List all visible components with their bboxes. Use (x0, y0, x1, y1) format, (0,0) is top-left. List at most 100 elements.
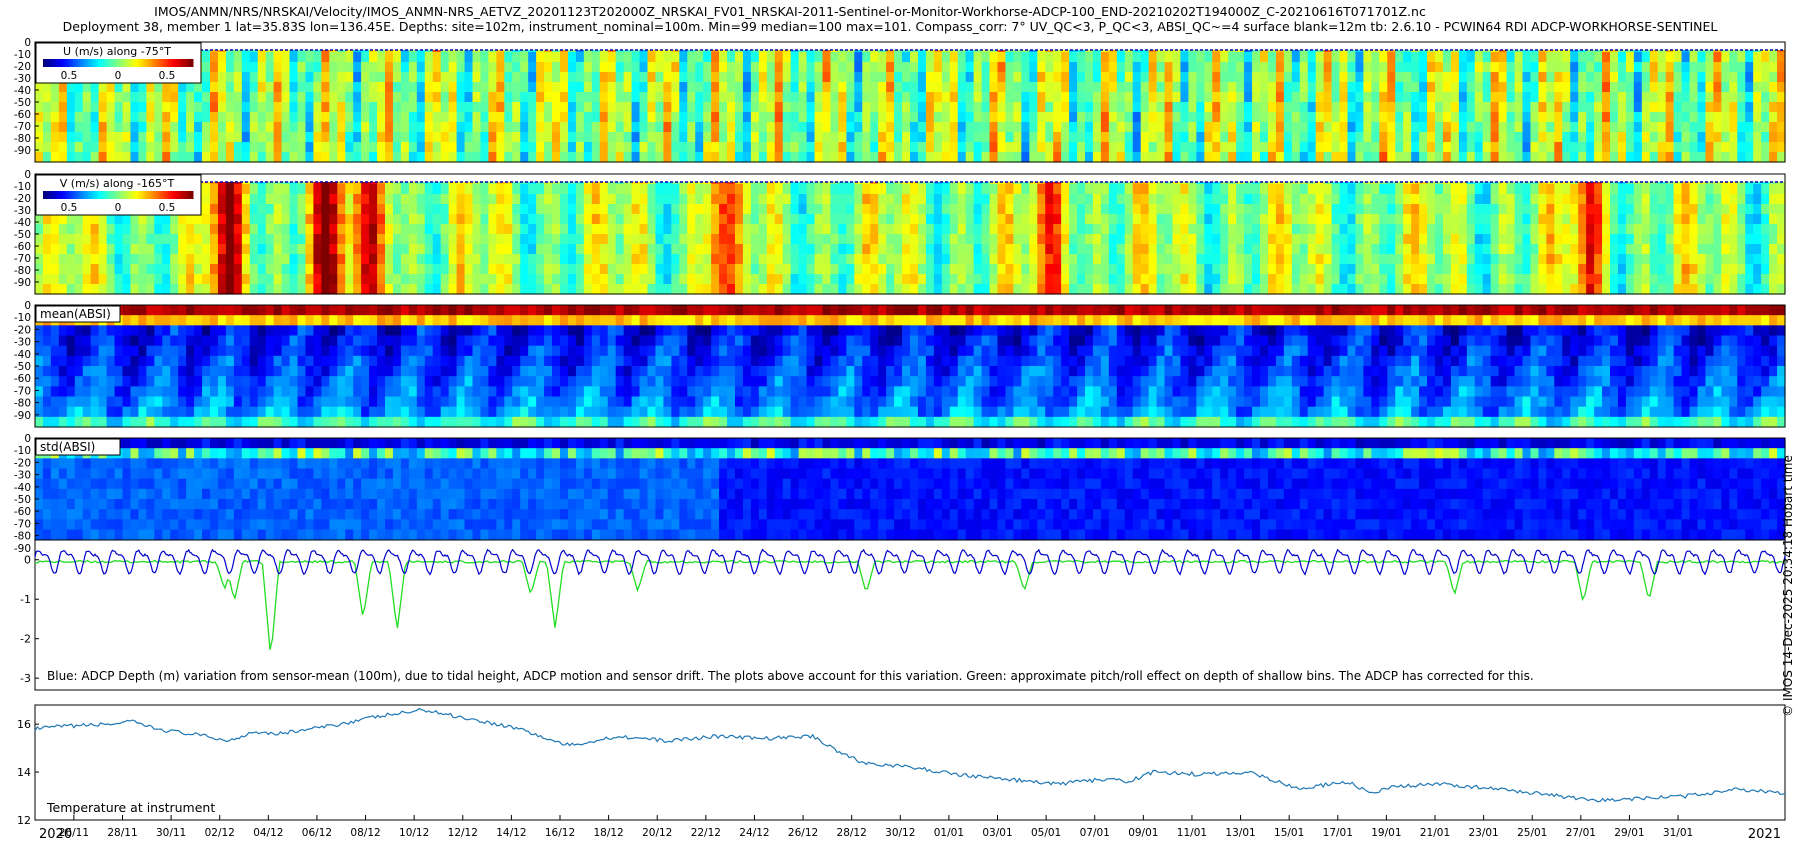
heatmap-cell (313, 184, 322, 195)
heatmap-cell (1140, 224, 1150, 235)
heatmap-cell (910, 194, 919, 205)
heatmap-cell (1307, 264, 1317, 275)
heatmap-cell (615, 132, 625, 143)
heatmap-cell (162, 142, 171, 153)
heatmap-cell (369, 234, 378, 245)
heatmap-cell (1212, 72, 1221, 83)
heatmap-cell (1442, 204, 1452, 215)
heatmap-cell (727, 274, 736, 285)
heatmap-cell (504, 102, 513, 113)
heatmap-cell (1132, 254, 1142, 265)
heatmap-cell (1522, 72, 1532, 83)
heatmap-cell (90, 264, 100, 275)
heatmap-cell (870, 184, 879, 195)
heatmap-cell (862, 194, 871, 205)
heatmap-cell (933, 184, 943, 195)
heatmap-cell (377, 152, 386, 163)
heatmap-cell (575, 264, 585, 275)
heatmap-cell (1474, 72, 1484, 83)
heatmap-cell (1347, 274, 1357, 285)
heatmap-cell (735, 62, 744, 73)
heatmap-cell (1625, 152, 1635, 163)
heatmap-cell (106, 254, 116, 265)
heatmap-cell (1371, 142, 1380, 153)
heatmap-cell (1260, 72, 1269, 83)
heatmap-cell (257, 112, 267, 123)
heatmap-cell (369, 274, 378, 285)
heatmap-cell (1140, 264, 1150, 275)
heatmap-cell (933, 194, 943, 205)
heatmap-cell (392, 72, 402, 83)
heatmap-cell (82, 224, 92, 235)
heatmap-cell (1419, 244, 1428, 255)
heatmap-cell (758, 82, 768, 93)
heatmap-cell (1164, 254, 1174, 265)
heatmap-cell (114, 284, 124, 295)
heatmap-cell (130, 274, 139, 285)
heatmap-cell (599, 122, 609, 133)
heatmap-cell (631, 284, 641, 295)
heatmap-cell (1045, 254, 1054, 265)
heatmap-cell (1538, 92, 1547, 103)
heatmap-cell (1307, 152, 1317, 163)
heatmap-cell (607, 224, 617, 235)
heatmap-cell (655, 244, 664, 255)
heatmap-cell (1172, 92, 1182, 103)
heatmap-cell (1514, 92, 1524, 103)
heatmap-cell (631, 204, 641, 215)
heatmap-cell (1633, 102, 1643, 113)
heatmap-cell (766, 92, 776, 103)
heatmap-cell (1522, 142, 1532, 153)
heatmap-cell (1427, 264, 1436, 275)
heatmap-cell (1148, 82, 1158, 93)
heatmap-cell (1045, 52, 1054, 63)
heatmap-cell (66, 214, 76, 225)
heatmap-cell (1164, 72, 1174, 83)
heatmap-cell (1506, 92, 1516, 103)
heatmap-cell (1355, 152, 1364, 163)
heatmap-cell (957, 234, 967, 245)
heatmap-cell (385, 152, 394, 163)
heatmap-cell (369, 132, 378, 143)
heatmap-cell (615, 102, 625, 113)
heatmap-cell (202, 152, 211, 163)
heatmap-cell (257, 264, 267, 275)
y-tick-label: -20 (14, 61, 31, 73)
heatmap-cell (544, 244, 553, 255)
heatmap-cell (798, 112, 808, 123)
heatmap-cell (567, 72, 577, 83)
heatmap-cell (1148, 112, 1158, 123)
heatmap-cell (989, 264, 999, 275)
heatmap-cell (623, 254, 633, 265)
heatmap-cell (1411, 52, 1420, 63)
heatmap-cell (1411, 184, 1420, 195)
heatmap-cell (1323, 112, 1333, 123)
heatmap-cell (1220, 264, 1229, 275)
heatmap-cell (1156, 264, 1166, 275)
heatmap-cell (989, 72, 999, 83)
heatmap-cell (432, 244, 442, 255)
heatmap-cell (1260, 204, 1269, 215)
heatmap-cell (186, 92, 195, 103)
heatmap-cell (337, 204, 346, 215)
heatmap-cell (989, 52, 999, 63)
heatmap-cell (329, 284, 338, 295)
heatmap-cell (1602, 102, 1611, 113)
heatmap-cell (1077, 254, 1086, 265)
heatmap-cell (1172, 224, 1182, 235)
heatmap-cell (1371, 264, 1380, 275)
colorbar-swatch (80, 59, 84, 67)
heatmap-cell (456, 152, 466, 163)
heatmap-cell (1769, 142, 1778, 153)
heatmap-cell (957, 132, 967, 143)
heatmap-cell (941, 254, 951, 265)
heatmap-cell (488, 234, 497, 245)
heatmap-cell (655, 254, 664, 265)
heatmap-cell (512, 194, 521, 205)
colorbar-swatch (110, 59, 114, 67)
heatmap-cell (1498, 244, 1508, 255)
heatmap-cell (488, 52, 497, 63)
heatmap-cell (583, 234, 593, 245)
heatmap-cell (400, 142, 410, 153)
heatmap-cell (822, 142, 832, 153)
